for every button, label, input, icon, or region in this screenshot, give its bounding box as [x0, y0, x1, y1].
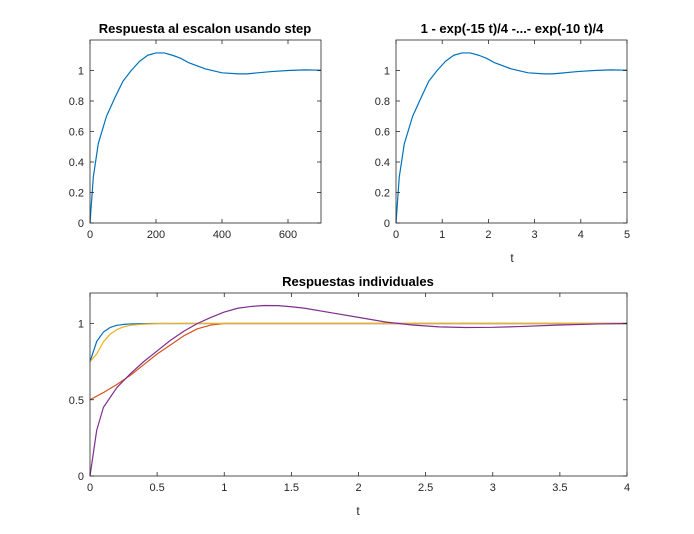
y-tick-label: 1 — [384, 66, 390, 78]
y-tick-label: 0.8 — [375, 96, 390, 108]
x-tick-label: 0 — [393, 229, 399, 241]
x-tick-label: 600 — [279, 229, 297, 241]
subplot-title: 1 - exp(-15 t)/4 -...- exp(-10 t)/4 — [421, 21, 605, 36]
plot-area: 0 200 400 600 0 0.2 0.4 0.6 0.8 1 — [69, 39, 322, 241]
subplot-title: Respuestas individuales — [282, 274, 434, 289]
subplot-step-response: Respuesta al escalon usando step 0 200 400… — [69, 21, 322, 241]
y-tick-label: 0.4 — [69, 157, 84, 169]
x-tick-label: 4 — [624, 482, 630, 494]
plot-area: 0 1 2 3 4 5 0 0.2 0.4 0.6 0.8 1 — [375, 39, 630, 241]
series-line — [89, 322, 627, 363]
subplot-individual-responses: Respuestas individuales 0 0.5 1 1.5 2 2.5 3 3.5… — [69, 274, 630, 518]
y-tick-label: 0 — [384, 218, 390, 230]
y-tick-label: 0.2 — [375, 188, 390, 200]
y-tick-label: 0.6 — [69, 127, 84, 139]
x-tick-label: 0.5 — [149, 482, 164, 494]
x-tick-label: 4 — [578, 229, 584, 241]
y-tick-label: 0.6 — [375, 127, 390, 139]
x-tick-label: 2.5 — [418, 482, 433, 494]
x-tick-label: 400 — [213, 229, 231, 241]
x-tick-label: 3.5 — [552, 482, 567, 494]
y-tick-label: 0.5 — [69, 395, 84, 407]
x-tick-label: 1 — [439, 229, 445, 241]
x-tick-label: 0 — [87, 229, 93, 241]
y-tick-label: 0.8 — [69, 96, 84, 108]
x-tick-label: 5 — [624, 229, 630, 241]
y-tick-label: 0 — [78, 471, 84, 483]
y-tick-label: 0.4 — [375, 157, 390, 169]
subplot-analytic-response: 1 - exp(-15 t)/4 -...- exp(-10 t)/4 0 1 2 3… — [375, 21, 630, 265]
x-axis-label: t — [510, 251, 514, 265]
y-tick-label: 0.2 — [69, 188, 84, 200]
plot-area: 0 0.5 1 1.5 2 2.5 3 3.5 4 0 0.5 1 — [69, 292, 630, 494]
subplot-title: Respuesta al escalon usando step — [99, 21, 311, 36]
x-tick-label: 3 — [532, 229, 538, 241]
series-line — [395, 52, 628, 224]
x-tick-label: 3 — [490, 482, 496, 494]
x-tick-label: 1 — [221, 482, 227, 494]
x-tick-label: 200 — [147, 229, 165, 241]
x-tick-label: 0 — [87, 482, 93, 494]
series-line — [89, 52, 322, 224]
series-line — [89, 304, 628, 477]
x-tick-label: 2 — [355, 482, 361, 494]
x-axis-label: t — [356, 504, 360, 518]
y-tick-label: 1 — [78, 66, 84, 78]
x-tick-label: 2 — [485, 229, 491, 241]
y-tick-label: 0 — [78, 218, 84, 230]
y-tick-label: 1 — [78, 319, 84, 331]
x-tick-label: 1.5 — [284, 482, 299, 494]
